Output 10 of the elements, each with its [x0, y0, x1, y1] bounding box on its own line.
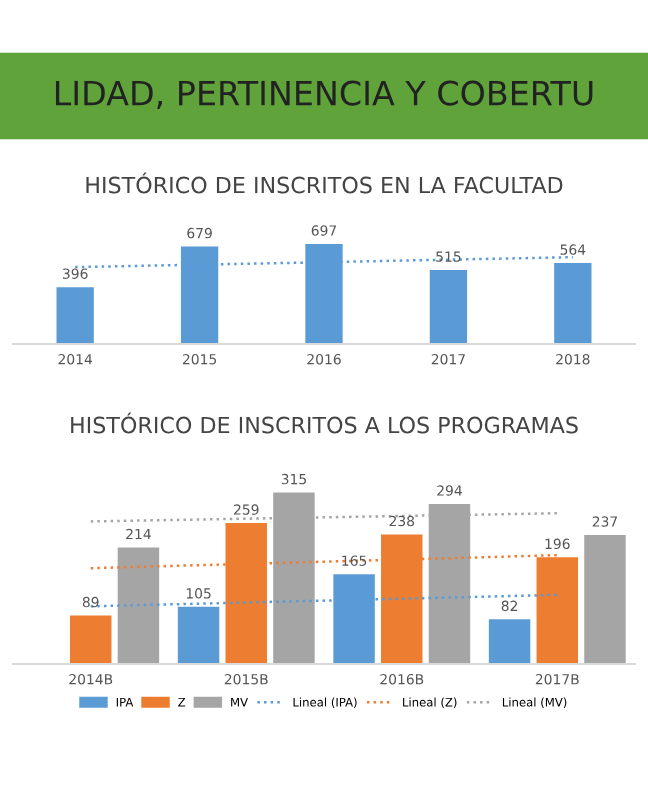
- text: LIDAD, PERTINENCIA Y COBERTU: [55, 80, 593, 110]
- chart-title: HISTÓRICO DE INSCRITOS A LOS PROGRAMAS: [71, 412, 578, 434]
- bar: [554, 263, 592, 344]
- bar: [117, 547, 160, 664]
- bar: [429, 270, 468, 344]
- bar: [56, 287, 94, 344]
- bar: [69, 615, 112, 664]
- bar: [488, 619, 531, 664]
- bar: [584, 535, 626, 664]
- chart-title: HISTÓRICO DE INSCRITOS EN LA FACULTAD: [86, 172, 563, 194]
